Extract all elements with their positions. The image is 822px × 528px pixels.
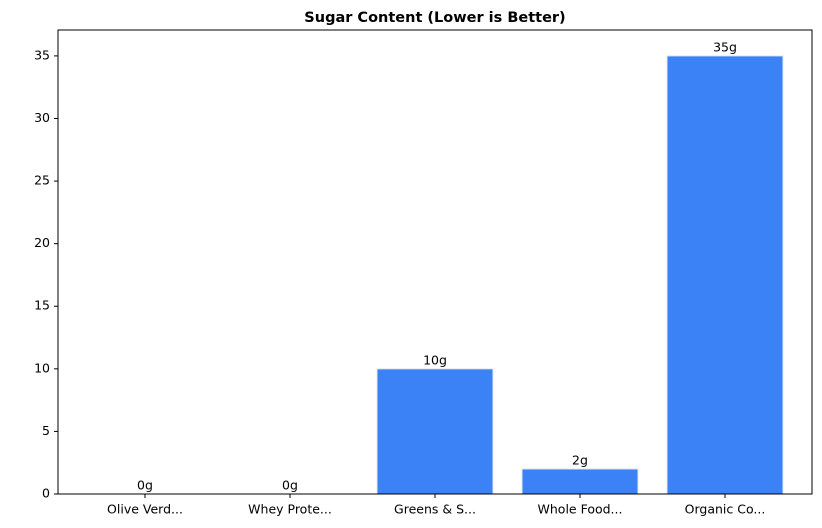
bar [521, 468, 639, 495]
y-tick-label: 15 [34, 298, 50, 313]
y-tick-label: 10 [34, 360, 50, 375]
y-tick-label: 0 [42, 486, 50, 501]
value-label: 0g [282, 478, 298, 493]
x-tick-label: Greens & S... [394, 502, 476, 517]
value-label: 35g [713, 39, 737, 54]
y-tick-label: 5 [42, 423, 50, 438]
y-tick-label: 35 [34, 47, 50, 62]
x-tick-label: Whey Prote... [248, 502, 332, 517]
x-tick-label: Organic Co... [685, 502, 766, 517]
x-tick-label: Whole Food... [538, 502, 623, 517]
value-label: 2g [572, 452, 588, 467]
value-label: 10g [423, 352, 447, 367]
y-tick-label: 30 [34, 110, 50, 125]
chart-title: Sugar Content (Lower is Better) [304, 10, 565, 26]
value-label: 0g [137, 478, 153, 493]
x-tick-label: Olive Verd... [107, 502, 183, 517]
plot-frame [57, 29, 813, 495]
y-tick-label: 20 [34, 235, 50, 250]
y-tick-label: 25 [34, 173, 50, 188]
bar [666, 55, 784, 495]
bar [376, 368, 494, 495]
